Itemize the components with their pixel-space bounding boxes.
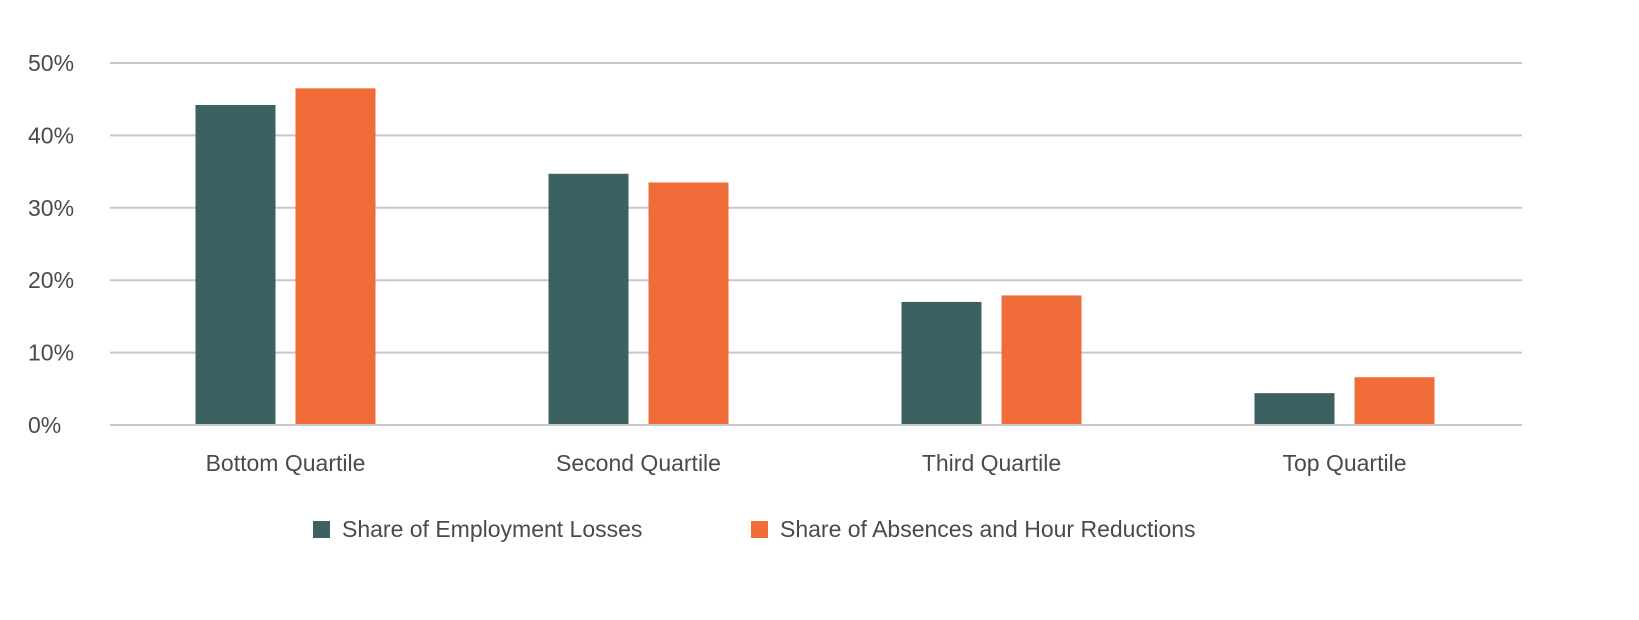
x-axis-ticks: Bottom Quartile Second Quartile Third Quar… [206, 450, 1407, 476]
x-tick-label: Top Quartile [1282, 450, 1406, 476]
bars [110, 88, 1522, 426]
bar-employment-losses-3 [1254, 393, 1335, 425]
legend: Share of Employment Losses Share of Absen… [313, 516, 1196, 542]
bar-absences-hour-reductions-3 [1354, 377, 1435, 425]
y-tick-label: 50% [28, 50, 74, 76]
y-tick-label: 10% [28, 340, 74, 366]
bar-absences-hour-reductions-2 [1001, 295, 1082, 425]
bar-absences-hour-reductions-1 [648, 182, 729, 425]
x-tick-label: Bottom Quartile [206, 450, 366, 476]
bar-employment-losses-2 [901, 301, 982, 425]
y-tick-label: 20% [28, 267, 74, 293]
bar-employment-losses-0 [195, 104, 276, 425]
y-tick-label: 0% [28, 412, 61, 438]
legend-swatch [313, 521, 330, 538]
legend-swatch [751, 521, 768, 538]
legend-label: Share of Absences and Hour Reductions [780, 516, 1196, 542]
y-tick-label: 30% [28, 195, 74, 221]
y-tick-label: 40% [28, 122, 74, 148]
bar-employment-losses-1 [548, 173, 629, 425]
x-tick-label: Third Quartile [922, 450, 1061, 476]
legend-label: Share of Employment Losses [342, 516, 642, 542]
bar-absences-hour-reductions-0 [295, 88, 376, 425]
y-axis-ticks: 0% 10% 20% 30% 40% 50% [28, 50, 74, 438]
x-tick-label: Second Quartile [556, 450, 721, 476]
